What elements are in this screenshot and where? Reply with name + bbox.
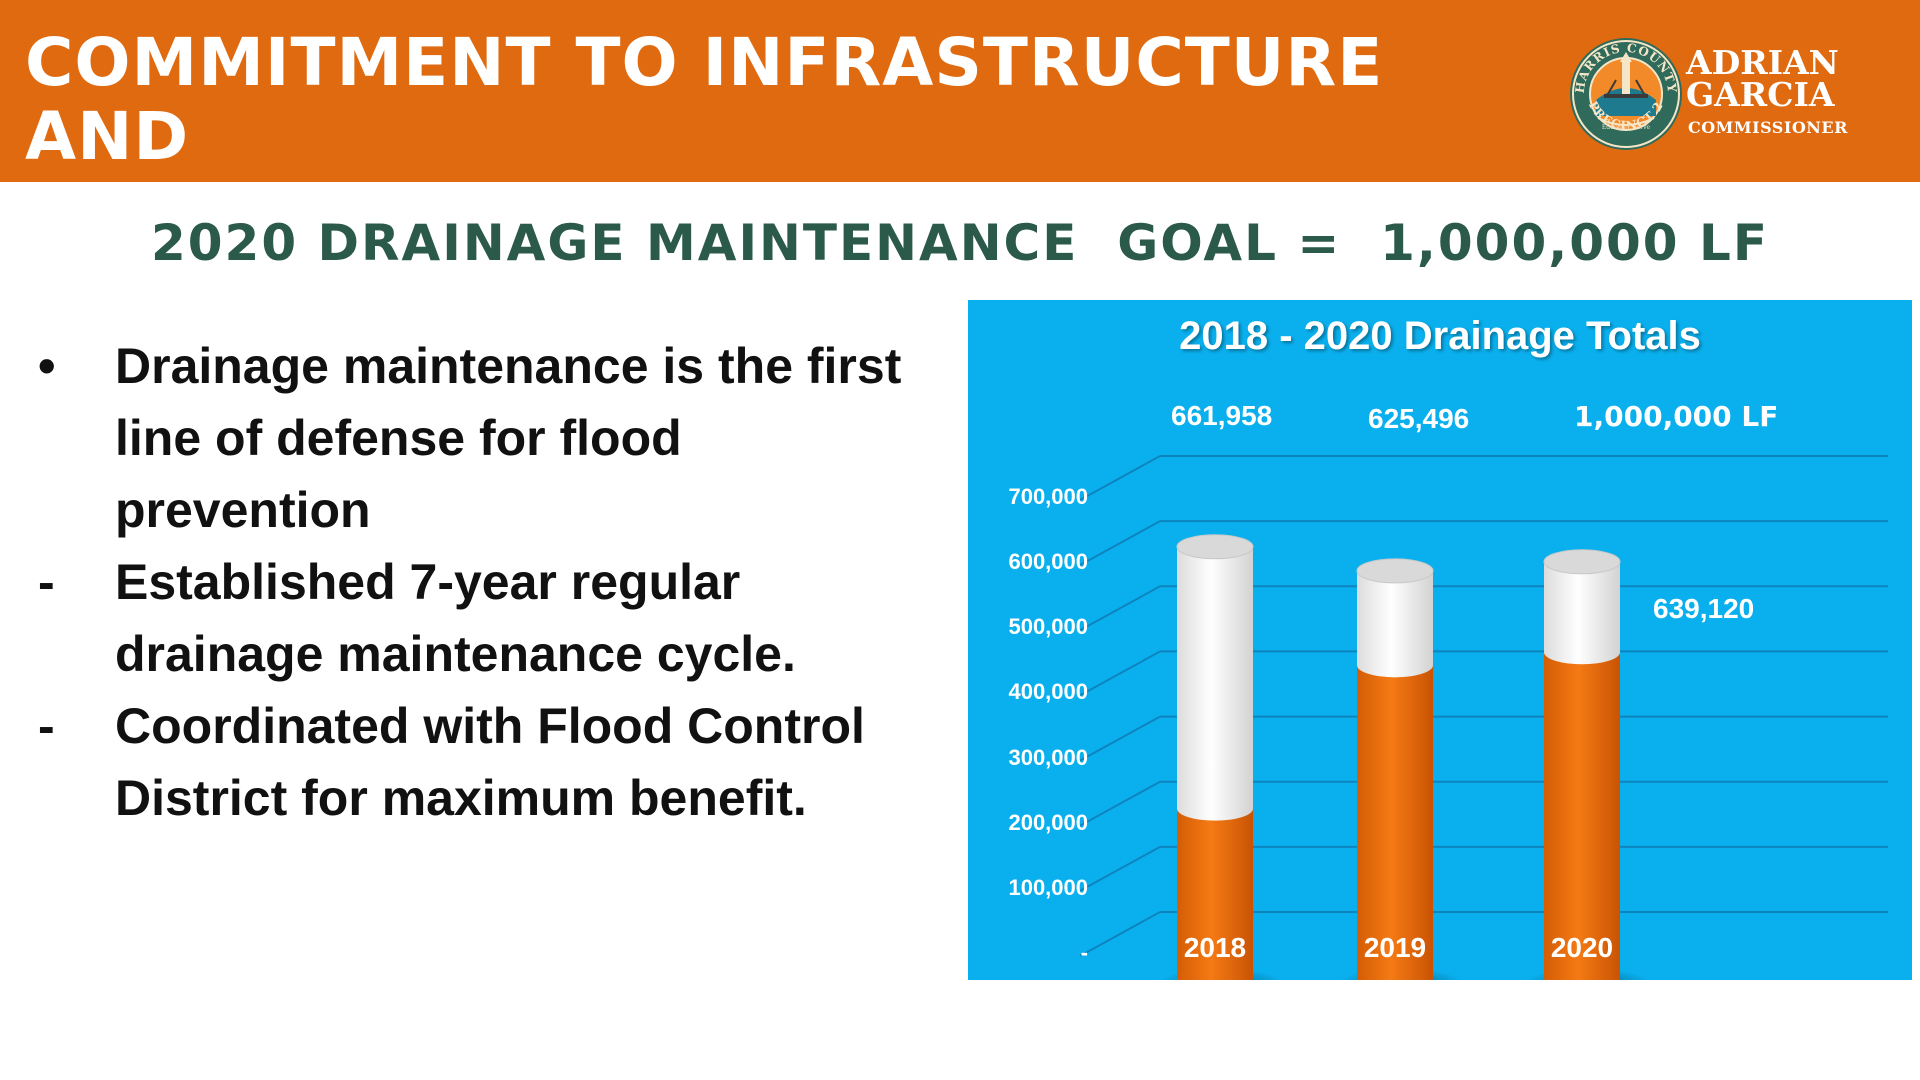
dash-marker: - [38, 554, 55, 610]
commissioner-first-name: ADRIAN [1686, 43, 1839, 82]
page-title-line-2: FLOOD PREVENTION [25, 172, 793, 249]
y-tick-label: 400,000 [1008, 679, 1088, 705]
bullet-item: - Established 7-year regular drainage ma… [38, 546, 948, 690]
page-title: COMMITMENT TO INFRASTRUCTURE AND FLOOD P… [25, 26, 1525, 248]
bullet-text: Coordinated with Flood Control District … [115, 698, 865, 826]
county-seal-icon: Educate · Serve HARRIS COUNTY PRECINCT 2 [1568, 36, 1684, 152]
chart-plot-area [1079, 455, 1888, 980]
chart-title: 2018 - 2020 Drainage Totals [1179, 314, 1701, 358]
commissioner-title: COMMISSIONER [1688, 118, 1848, 137]
bar-top-2018 [1176, 534, 1254, 560]
y-tick-label: 600,000 [1008, 549, 1088, 575]
commissioner-last-name: GARCIA [1686, 75, 1835, 114]
gridline-diagonal [1079, 845, 1161, 892]
bullet-item: - Coordinated with Flood Control Distric… [38, 690, 948, 834]
bar-segment-2018-white [1177, 546, 1253, 821]
gridline-diagonal [1079, 715, 1161, 762]
bar-data-label: 625,496 [1368, 403, 1470, 434]
x-tick-label: 2019 [1363, 932, 1427, 963]
y-tick-label: 100,000 [1008, 874, 1088, 900]
gridline-diagonal [1079, 520, 1161, 567]
gridline-diagonal [1079, 585, 1161, 632]
bullet-item: • Drainage maintenance is the first line… [38, 330, 948, 546]
bar-segment-2018-orange [1177, 808, 1253, 980]
gridline-diagonal [1079, 650, 1161, 697]
bar-top-2020 [1543, 549, 1621, 575]
bar-segment-2019-white [1357, 570, 1433, 678]
bar-top-2019 [1356, 558, 1434, 584]
gridline-diagonal [1079, 911, 1161, 957]
header-bar: COMMITMENT TO INFRASTRUCTURE AND FLOOD P… [0, 0, 1920, 248]
dash-marker: - [38, 698, 55, 754]
bullet-list: • Drainage maintenance is the first line… [38, 330, 948, 834]
commissioner-logo: Educate · Serve HARRIS COUNTY PRECINCT 2… [1568, 36, 1868, 156]
bullet-text: Established 7-year regular drainage main… [115, 554, 796, 682]
bullet-text: Drainage maintenance is the first line o… [115, 338, 902, 538]
drainage-goal-heading: 2020 DRAINAGE MAINTENANCE GOAL = 1,000,0… [150, 214, 1770, 272]
gridline-diagonal [1079, 455, 1161, 501]
y-tick-label: 200,000 [1008, 809, 1088, 835]
y-tick-label: 700,000 [1008, 484, 1088, 509]
gridline-diagonal [1079, 780, 1161, 827]
y-tick-label: 300,000 [1008, 744, 1088, 770]
bar-segment-2019-orange [1357, 665, 1433, 980]
x-tick-label: 2020 [1550, 932, 1614, 963]
y-tick-label: 500,000 [1008, 614, 1088, 640]
page-title-line-1: COMMITMENT TO INFRASTRUCTURE AND [25, 24, 1384, 175]
bar-data-label: 639,120 [1653, 593, 1755, 624]
svg-text:Educate · Serve: Educate · Serve [1602, 124, 1651, 131]
bar-segment-2020-orange [1544, 652, 1620, 980]
bullet-marker: • [38, 338, 56, 394]
goal-data-label: 1,000,000 LF [1574, 400, 1779, 433]
y-tick-label: - [1080, 940, 1088, 965]
bar-data-label: 661,958 [1171, 400, 1273, 431]
drainage-chart: 2018 - 2020 Drainage Totals - 100,000 200,… [968, 300, 1912, 980]
x-tick-label: 2018 [1183, 932, 1247, 963]
bar-segment-2020-white [1544, 561, 1620, 665]
